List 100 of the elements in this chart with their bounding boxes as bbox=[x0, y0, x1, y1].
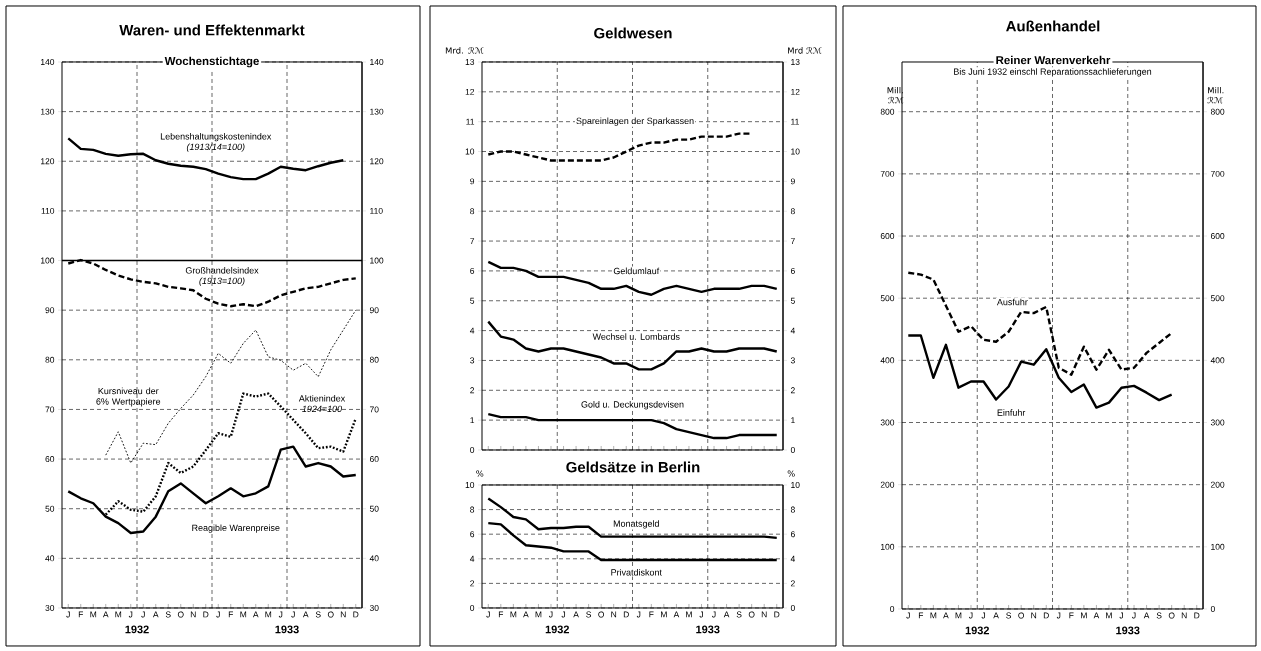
y-tick-label: 110 bbox=[41, 207, 55, 214]
x-tick-label: A bbox=[302, 611, 309, 618]
y-tick-label: 1 bbox=[470, 417, 475, 424]
y-tick-label: 4 bbox=[469, 555, 475, 562]
y2-tick-label: 13 bbox=[791, 58, 800, 65]
y2-tick-label: 50 bbox=[369, 505, 379, 512]
x-tick-label: D bbox=[203, 611, 209, 618]
x-tick-label: M bbox=[535, 611, 542, 618]
series-label: Großhandelsindex (1913=100) bbox=[185, 267, 259, 286]
x-tick-label: M bbox=[90, 611, 97, 618]
x-tick-label: O bbox=[1168, 612, 1175, 619]
x-tick-label: D bbox=[774, 611, 780, 618]
y-tick-label: 10 bbox=[465, 148, 475, 155]
x-tick-label: N bbox=[611, 611, 617, 618]
y2-axis-title: Mill. ℛℳ bbox=[1207, 86, 1224, 104]
x-tick-label: J bbox=[1119, 612, 1123, 619]
y-tick-label: 0 bbox=[890, 605, 895, 612]
y2-tick-label: 4 bbox=[790, 327, 795, 334]
x-tick-label: S bbox=[315, 611, 321, 618]
x-tick-label: A bbox=[573, 611, 579, 618]
x-tick-label: M bbox=[115, 611, 122, 618]
x-tick-label: F bbox=[649, 611, 654, 618]
x-tick-label: A bbox=[723, 611, 730, 618]
x-tick-label: A bbox=[1143, 612, 1150, 619]
y-axis-title: % bbox=[476, 470, 484, 477]
y2-tick-label: 8 bbox=[790, 506, 795, 513]
y2-tick-label: 0 bbox=[790, 446, 795, 453]
y2-tick-label: 0 bbox=[1210, 605, 1215, 612]
x-tick-label: J bbox=[969, 612, 973, 619]
y2-tick-label: 110 bbox=[370, 207, 383, 214]
x-tick-label: J bbox=[141, 611, 145, 618]
y2-tick-label: 1 bbox=[791, 417, 795, 424]
x-tick-label: J bbox=[1056, 612, 1061, 619]
series-label: Wechsel u. Lombards bbox=[592, 333, 680, 340]
x-tick-label: N bbox=[761, 611, 767, 618]
y2-tick-label: 80 bbox=[369, 356, 379, 363]
x-tick-label: A bbox=[523, 611, 529, 618]
x-tick-label: J bbox=[712, 611, 716, 618]
y2-tick-label: 700 bbox=[1210, 170, 1225, 177]
y2-tick-label: 7 bbox=[790, 238, 795, 244]
y-tick-label: 6 bbox=[470, 531, 475, 538]
series-label: Gold u. Deckungsdevisen bbox=[581, 401, 684, 410]
x-tick-label: M bbox=[661, 611, 667, 618]
x-tick-label: J bbox=[981, 612, 986, 619]
x-tick-label: J bbox=[66, 611, 70, 618]
x-tick-label: S bbox=[736, 611, 742, 618]
x-tick-label: J bbox=[699, 611, 703, 618]
series-label: Aktienindex 1924=100 bbox=[298, 394, 346, 413]
y2-axis-title: % bbox=[787, 470, 795, 477]
y2-tick-label: 90 bbox=[369, 307, 379, 314]
y2-tick-label: 40 bbox=[369, 555, 379, 562]
y2-tick-label: 8 bbox=[790, 208, 795, 215]
y2-tick-label: 0 bbox=[790, 604, 795, 611]
x-tick-label: J bbox=[128, 611, 133, 618]
y-tick-label: 4 bbox=[469, 327, 475, 334]
x-tick-label: M bbox=[686, 611, 692, 618]
y-tick-label: 500 bbox=[880, 295, 895, 302]
x-tick-label: J bbox=[549, 611, 553, 618]
x-tick-label: D bbox=[1194, 612, 1200, 619]
y-tick-label: 80 bbox=[45, 356, 55, 363]
x-tick-label: A bbox=[152, 611, 159, 618]
x-tick-label: M bbox=[930, 612, 937, 619]
x-tick-label: D bbox=[1043, 612, 1049, 619]
x-tick-label: A bbox=[102, 611, 109, 618]
y-tick-label: 100 bbox=[881, 543, 895, 550]
chart-title: Waren- und Effektenmarkt bbox=[119, 24, 305, 36]
x-tick-label: J bbox=[561, 611, 566, 618]
y-tick-label: 90 bbox=[45, 307, 55, 314]
x-tick-label: O bbox=[748, 611, 755, 618]
y2-tick-label: 5 bbox=[790, 297, 795, 304]
x-tick-label: M bbox=[1081, 612, 1087, 619]
y2-tick-label: 10 bbox=[791, 481, 800, 488]
y2-tick-label: 10 bbox=[791, 148, 800, 155]
x-tick-label: M bbox=[240, 611, 247, 618]
chart-subtitle: Reiner Warenverkehr bbox=[996, 55, 1111, 65]
x-tick-label: F bbox=[228, 611, 233, 618]
x-tick-label: S bbox=[1156, 612, 1162, 619]
y2-tick-label: 70 bbox=[369, 406, 379, 413]
y2-tick-label: 30 bbox=[369, 604, 379, 611]
y2-tick-label: 60 bbox=[369, 456, 379, 463]
x-tick-label: A bbox=[252, 611, 259, 618]
series-label: Privatdiskont bbox=[611, 569, 662, 576]
x-tick-label: A bbox=[1093, 612, 1100, 619]
y-axis-title: Mrd. ℛℳ bbox=[445, 46, 484, 54]
x-tick-label: O bbox=[327, 611, 334, 618]
x-tick-label: F bbox=[78, 611, 83, 618]
y-tick-label: 3 bbox=[470, 357, 475, 364]
series-label: Kursniveau der 6% Wertpapiere bbox=[96, 387, 161, 407]
x-tick-label: N bbox=[1031, 612, 1037, 619]
y2-tick-label: 200 bbox=[1210, 481, 1225, 488]
y-tick-label: 130 bbox=[41, 108, 55, 115]
y2-tick-label: 6 bbox=[790, 267, 795, 274]
y-axis-title: Mill. ℛℳ bbox=[887, 86, 904, 104]
y-tick-label: 30 bbox=[45, 604, 55, 611]
x-tick-label: A bbox=[993, 612, 999, 619]
y2-tick-label: 9 bbox=[790, 178, 795, 185]
x-tick-label: J bbox=[486, 611, 490, 618]
x-tick-label: S bbox=[586, 611, 592, 618]
text: 1932 bbox=[965, 626, 990, 635]
x-tick-label: O bbox=[1018, 612, 1025, 619]
